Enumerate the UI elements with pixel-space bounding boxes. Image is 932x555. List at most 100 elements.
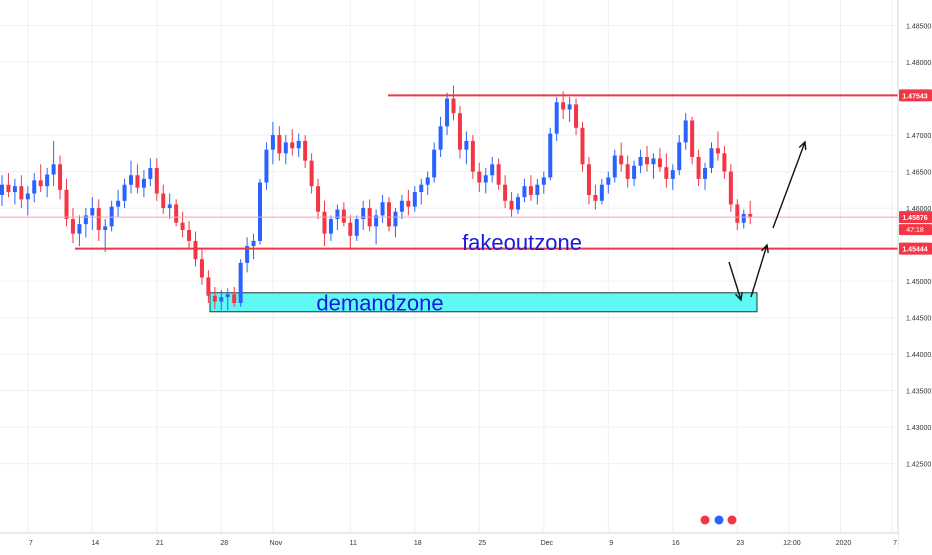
candle-body[interactable] <box>6 184 11 193</box>
candle-body[interactable] <box>354 219 359 236</box>
candle-body[interactable] <box>548 133 553 178</box>
candle-body[interactable] <box>148 167 153 179</box>
candle-body[interactable] <box>303 140 308 161</box>
candle-body[interactable] <box>174 204 179 223</box>
candle-body[interactable] <box>606 177 611 185</box>
candle-body[interactable] <box>612 155 617 178</box>
candle-body[interactable] <box>625 164 630 179</box>
candle-body[interactable] <box>161 193 166 209</box>
candle-body[interactable] <box>96 208 101 230</box>
candle-body[interactable] <box>290 142 295 149</box>
candle-body[interactable] <box>580 127 585 165</box>
candle-body[interactable] <box>528 186 533 195</box>
candle-body[interactable] <box>735 204 740 223</box>
candle-body[interactable] <box>77 224 82 234</box>
candle-body[interactable] <box>393 211 398 227</box>
candle-body[interactable] <box>483 175 488 183</box>
candle-body[interactable] <box>451 98 456 114</box>
candle-body[interactable] <box>167 204 172 209</box>
candle-body[interactable] <box>741 213 746 223</box>
candle-body[interactable] <box>748 213 753 217</box>
candle-body[interactable] <box>19 186 24 200</box>
candle-body[interactable] <box>709 148 714 168</box>
candle-body[interactable] <box>457 113 462 150</box>
candle-body[interactable] <box>83 215 88 225</box>
candle-body[interactable] <box>245 246 250 263</box>
candle-body[interactable] <box>619 155 624 165</box>
candle-body[interactable] <box>212 295 217 302</box>
candle-body[interactable] <box>258 182 262 241</box>
candle-body[interactable] <box>419 184 424 193</box>
candle-body[interactable] <box>348 222 353 236</box>
candle-body[interactable] <box>70 219 75 234</box>
candle-body[interactable] <box>335 209 340 220</box>
candle-body[interactable] <box>445 98 450 127</box>
candle-body[interactable] <box>477 171 482 183</box>
candle-body[interactable] <box>32 180 37 194</box>
candle-body[interactable] <box>554 102 559 134</box>
candle-body[interactable] <box>677 142 682 171</box>
candle-body[interactable] <box>567 104 572 110</box>
candle-body[interactable] <box>715 148 720 154</box>
event-flag-icon[interactable] <box>713 514 725 526</box>
candle-body[interactable] <box>129 175 133 185</box>
candle-body[interactable] <box>657 158 662 168</box>
candle-body[interactable] <box>593 194 598 201</box>
candle-body[interactable] <box>193 240 198 260</box>
event-flag-icon[interactable] <box>699 514 711 526</box>
candle-body[interactable] <box>270 135 275 150</box>
candle-body[interactable] <box>322 211 327 234</box>
candle-body[interactable] <box>141 178 146 188</box>
candle-body[interactable] <box>219 297 224 302</box>
candle-body[interactable] <box>361 208 366 220</box>
candle-body[interactable] <box>432 149 437 178</box>
candle-body[interactable] <box>64 189 69 220</box>
candle-body[interactable] <box>38 180 43 187</box>
event-flag-icon[interactable] <box>726 514 738 526</box>
candle-body[interactable] <box>561 102 566 110</box>
candle-body[interactable] <box>122 184 127 201</box>
candle-body[interactable] <box>296 140 301 149</box>
candle-body[interactable] <box>206 277 211 296</box>
candle-body[interactable] <box>309 160 314 187</box>
candle-body[interactable] <box>154 167 159 194</box>
candle-body[interactable] <box>586 164 591 195</box>
candle-body[interactable] <box>251 240 256 247</box>
candle-body[interactable] <box>503 184 508 201</box>
candle-body[interactable] <box>535 184 540 195</box>
candle-body[interactable] <box>399 200 404 212</box>
candle-body[interactable] <box>638 156 643 166</box>
candle-body[interactable] <box>277 135 282 154</box>
candle-body[interactable] <box>406 200 411 207</box>
candle-body[interactable] <box>51 164 56 175</box>
candle-body[interactable] <box>664 167 669 179</box>
candle-body[interactable] <box>690 120 695 157</box>
candle-body[interactable] <box>238 262 243 304</box>
candle-body[interactable] <box>632 165 637 179</box>
candle-body[interactable] <box>490 164 495 176</box>
candle-body[interactable] <box>696 156 701 179</box>
candle-body[interactable] <box>199 259 204 278</box>
candle-body[interactable] <box>187 229 192 241</box>
candle-body[interactable] <box>516 197 520 210</box>
candle-body[interactable] <box>180 222 185 230</box>
candle-body[interactable] <box>380 202 385 216</box>
candle-body[interactable] <box>25 193 30 200</box>
candle-body[interactable] <box>109 206 114 227</box>
candle-body[interactable] <box>464 140 469 150</box>
candle-body[interactable] <box>645 156 649 165</box>
candle-body[interactable] <box>58 164 63 190</box>
candle-body[interactable] <box>45 174 50 187</box>
candle-body[interactable] <box>316 186 321 212</box>
candle-body[interactable] <box>103 226 108 230</box>
candle-body[interactable] <box>328 219 333 234</box>
demand-zone[interactable] <box>209 292 758 313</box>
candle-body[interactable] <box>225 294 230 298</box>
candle-body[interactable] <box>12 186 17 193</box>
candle-body[interactable] <box>574 104 579 128</box>
candle-body[interactable] <box>425 177 430 185</box>
candle-body[interactable] <box>283 142 288 154</box>
candle-body[interactable] <box>135 175 140 188</box>
candle-body[interactable] <box>412 192 417 207</box>
candle-body[interactable] <box>387 202 391 227</box>
